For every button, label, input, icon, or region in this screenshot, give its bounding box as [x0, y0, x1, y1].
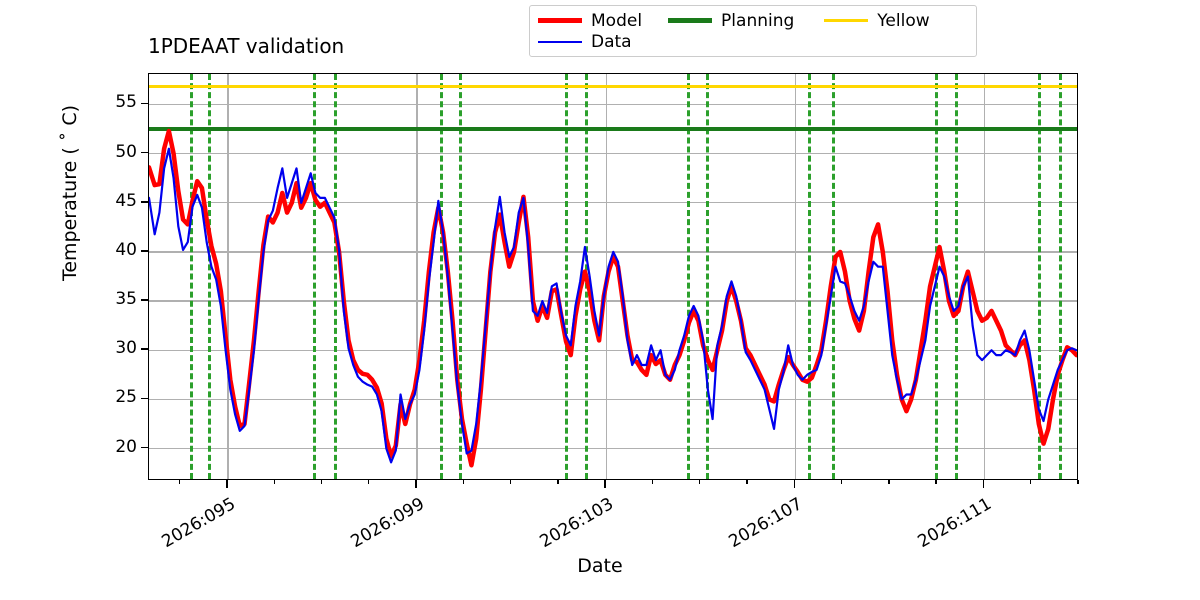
gridline-y-50 [149, 152, 1077, 155]
y-tick-label-50: 50 [115, 141, 137, 162]
legend-row-bottom: Data [538, 31, 968, 52]
y-tick-mark-40 [141, 250, 148, 252]
y-tick-mark-35 [141, 299, 148, 301]
event-vline-9 [706, 74, 710, 479]
event-vline-4 [439, 74, 443, 479]
event-vline-1 [208, 74, 212, 479]
x-tick-mark-major-111 [982, 480, 985, 488]
y-tick-label-35: 35 [115, 289, 137, 310]
planning-limit-line [149, 127, 1077, 132]
y-tick-label-55: 55 [115, 92, 137, 113]
gridline-y-25 [149, 398, 1077, 401]
x-tick-mark-minor-109 [888, 480, 890, 484]
event-vline-5 [458, 74, 462, 479]
y-tick-mark-55 [141, 102, 148, 105]
event-vline-14 [1037, 74, 1041, 479]
line-swatch-red-icon [538, 18, 582, 23]
event-vline-13 [954, 74, 958, 479]
y-tick-mark-30 [141, 348, 148, 351]
legend-entry-data: Data [538, 31, 632, 52]
line-swatch-blue-icon [538, 40, 582, 43]
line-swatch-green-icon [668, 18, 713, 23]
gridline-y-30 [149, 349, 1077, 351]
gridline-y-55 [149, 103, 1077, 106]
x-tick-mark-minor-110 [935, 480, 937, 484]
x-tick-mark-minor-112 [1030, 480, 1032, 484]
x-tick-mark-major-107 [793, 480, 796, 488]
y-tick-mark-20 [141, 446, 148, 449]
gridline-y-45 [149, 202, 1077, 204]
legend-entry-yellow: Yellow [824, 10, 930, 31]
legend-label-data: Data [591, 31, 632, 52]
legend-entry-planning: Planning [668, 10, 794, 31]
y-tick-label-30: 30 [115, 338, 137, 359]
x-tick-mark-minor-113 [1077, 480, 1079, 484]
x-tick-mark-major-95 [226, 480, 228, 488]
x-tick-mark-major-99 [415, 480, 417, 488]
gridline-y-20 [149, 447, 1077, 450]
legend-row-top: Model Planning Yellow [538, 10, 968, 31]
y-tick-label-20: 20 [115, 436, 137, 457]
y-axis-label: Temperature ( ˚ C) [59, 104, 81, 282]
x-axis-label: Date [577, 555, 623, 577]
legend-label-yellow: Yellow [877, 10, 930, 31]
series-line-data [149, 147, 1077, 464]
x-tick-mark-minor-108 [840, 480, 843, 484]
event-vline-6 [564, 74, 568, 479]
y-tick-mark-45 [141, 200, 148, 203]
event-vline-8 [686, 74, 690, 479]
x-tick-mark-minor-105 [699, 480, 701, 484]
plot-area [148, 73, 1078, 480]
yellow-limit-line [149, 85, 1077, 89]
event-vline-0 [189, 74, 193, 479]
y-tick-mark-25 [141, 397, 148, 400]
y-tick-label-25: 25 [115, 387, 137, 408]
y-tick-label-45: 45 [115, 190, 137, 211]
y-tick-label-40: 40 [115, 239, 137, 260]
x-tick-mark-minor-106 [746, 480, 748, 484]
event-vline-3 [334, 74, 338, 479]
event-vline-15 [1058, 74, 1062, 479]
gridline-y-35 [149, 300, 1077, 302]
x-tick-mark-minor-97 [320, 480, 323, 484]
legend-label-planning: Planning [721, 10, 795, 31]
x-tick-mark-minor-96 [273, 480, 275, 484]
gridline-x-99 [416, 74, 418, 479]
x-tick-mark-minor-100 [462, 480, 465, 484]
gridline-x-111 [983, 74, 986, 479]
x-tick-mark-minor-98 [368, 480, 370, 484]
gridline-x-107 [794, 74, 796, 479]
data-series-svg [149, 128, 1077, 468]
series-line-model [149, 128, 1077, 468]
x-tick-mark-minor-104 [651, 480, 654, 484]
x-tick-mark-minor-102 [557, 480, 559, 484]
x-tick-mark-minor-101 [509, 480, 512, 484]
gridline-x-95 [227, 74, 229, 479]
chart-title: 1PDEAAT validation [148, 34, 345, 58]
chart-legend: Model Planning Yellow Data [529, 5, 977, 57]
x-tick-mark-major-103 [604, 480, 606, 488]
x-tick-mark-minor-94 [178, 480, 181, 484]
event-vline-10 [808, 74, 812, 479]
event-vline-2 [312, 74, 316, 479]
legend-entry-model: Model [538, 10, 642, 31]
line-swatch-yellow-icon [824, 19, 869, 22]
legend-label-model: Model [591, 10, 643, 31]
y-tick-mark-50 [141, 151, 148, 154]
